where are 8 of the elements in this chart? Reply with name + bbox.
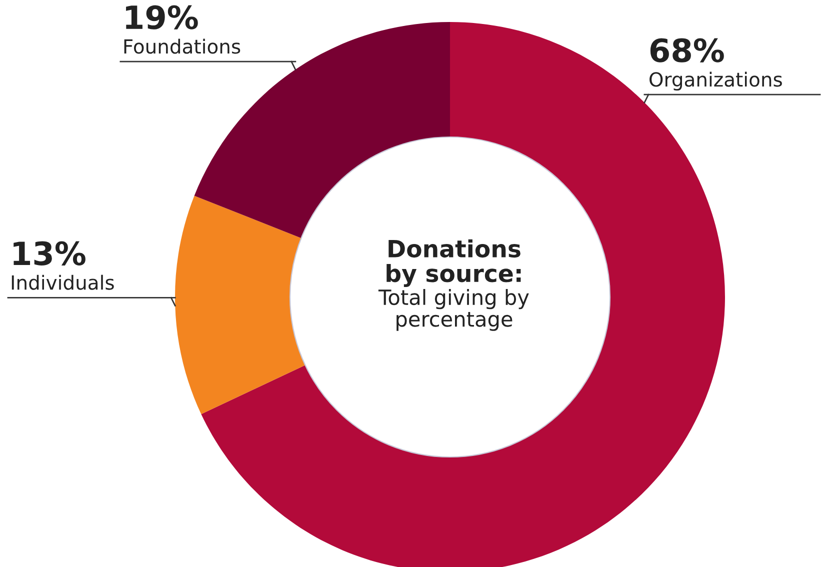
data-label: 68%	[650, 38, 724, 62]
slice-label: Individuals	[12, 274, 114, 290]
text: Donations by source:	[386, 239, 521, 287]
data-label: 19%	[126, 5, 198, 30]
slice-label: Foundations	[124, 38, 240, 54]
slice-label: Organizations	[650, 72, 782, 91]
text: Total giving by percentage	[378, 289, 529, 331]
data-label: 13%	[14, 241, 86, 266]
